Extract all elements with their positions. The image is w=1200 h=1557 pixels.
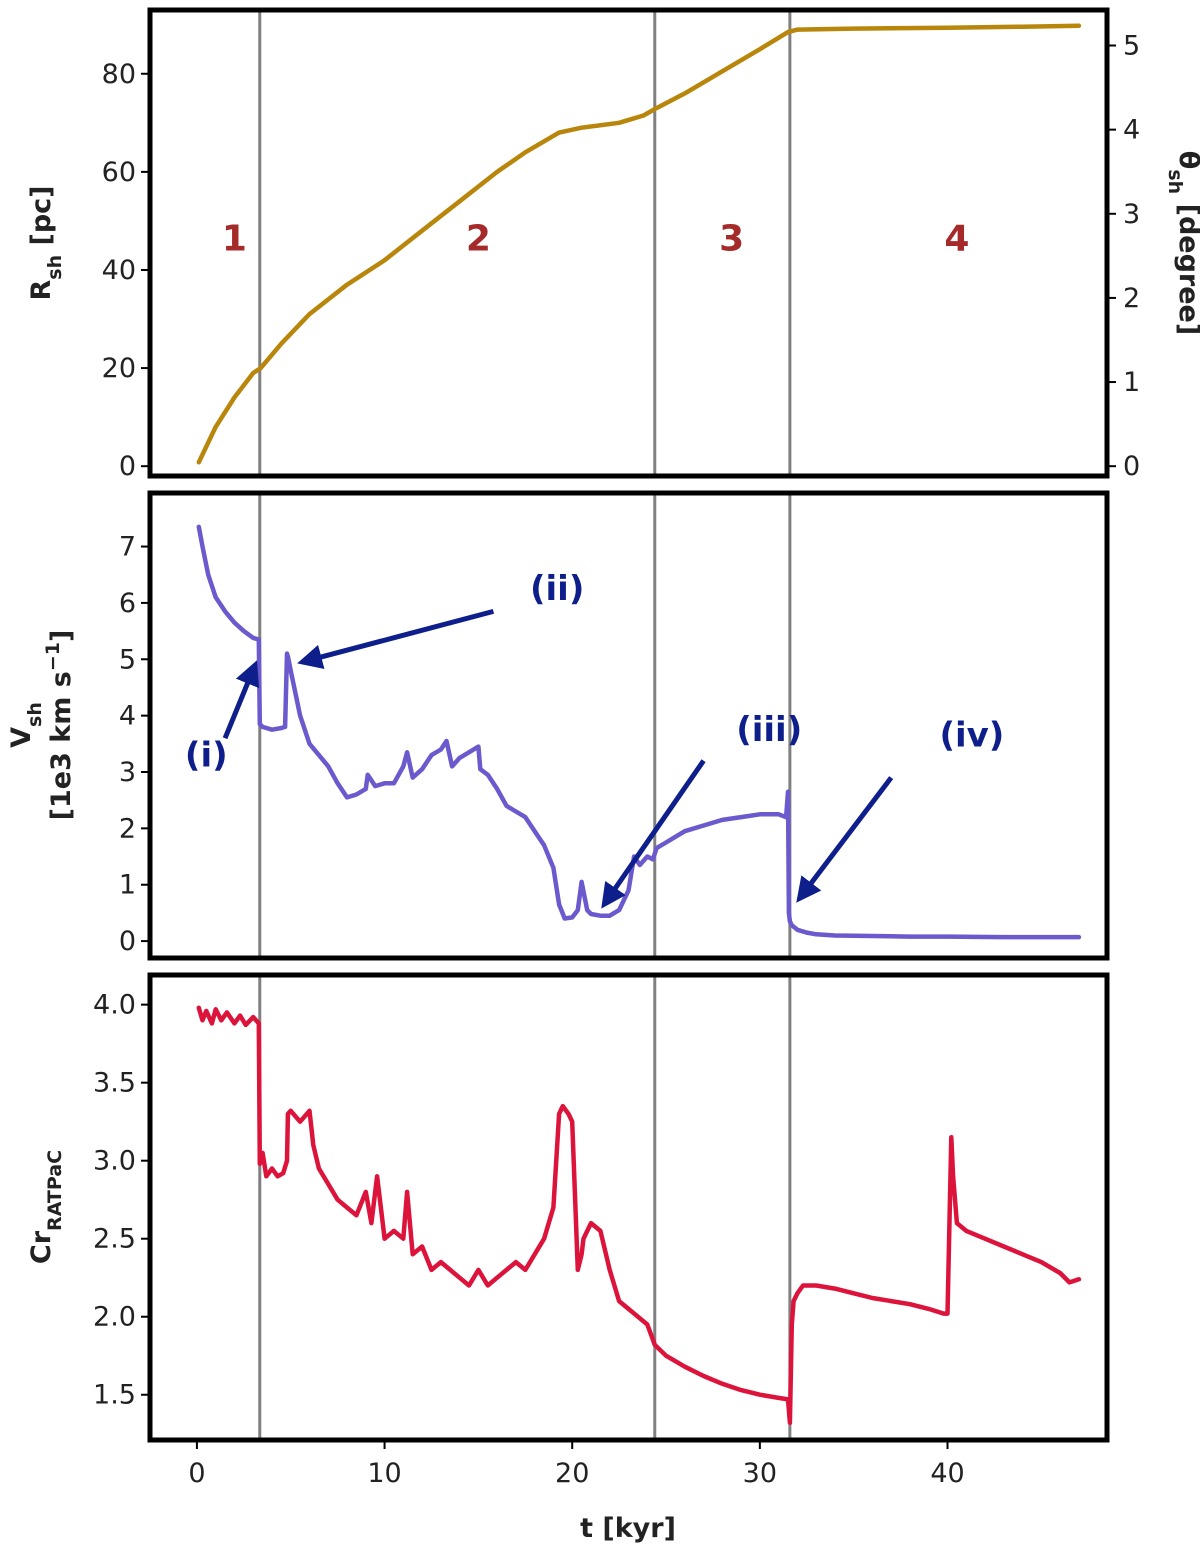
y2-tick-label: 0 bbox=[1123, 451, 1140, 482]
middle-ylabel-line2: [1e3 km s−1] bbox=[42, 630, 77, 821]
y-tick-label: 20 bbox=[102, 353, 136, 384]
middle-ylabel-line1: Vsh bbox=[6, 702, 46, 748]
y-tick-label: 3.5 bbox=[93, 1068, 136, 1099]
panel-middle: (i) (ii) (iii) (iv) 0 1 2 3 4 5 6 7 Vsh [1e3 km s−… bbox=[6, 490, 1110, 961]
top-ticks: 0 20 40 60 80 0 1 2 3 4 5 bbox=[102, 31, 1141, 483]
y-tick-label: 0 bbox=[119, 451, 136, 482]
y-tick-label: 3 bbox=[119, 757, 136, 788]
top-content: 1 2 3 4 bbox=[196, 10, 1082, 476]
top-y2label: θsh [degree] bbox=[1164, 151, 1200, 335]
y-tick-label: 2 bbox=[119, 813, 136, 844]
annotation-label: (ii) bbox=[530, 569, 584, 609]
series-line bbox=[196, 524, 1082, 940]
annotation-label: (iii) bbox=[736, 710, 802, 750]
y-tick-label: 7 bbox=[119, 532, 136, 563]
annotation-arrow bbox=[297, 608, 495, 670]
y-tick-label: 4 bbox=[119, 701, 136, 732]
phase-label: 2 bbox=[466, 218, 491, 259]
y2-tick-label: 2 bbox=[1123, 283, 1140, 314]
bottom-frame bbox=[147, 972, 1110, 1443]
y-tick-label: 80 bbox=[102, 59, 136, 90]
top-frame bbox=[147, 7, 1110, 479]
series-line bbox=[196, 23, 1082, 465]
middle-frame bbox=[147, 490, 1110, 961]
y-tick-label: 2.0 bbox=[93, 1302, 136, 1333]
phase-label: 1 bbox=[222, 218, 247, 259]
y-tick-label: 3.0 bbox=[93, 1146, 136, 1177]
bottom-ticks: 1.5 2.0 2.5 3.0 3.5 4.0 0 10 20 30 40 bbox=[93, 990, 965, 1489]
bottom-xlabel: t [kyr] bbox=[580, 1513, 676, 1544]
y-tick-label: 0 bbox=[119, 926, 136, 957]
annotation-arrow bbox=[796, 776, 894, 903]
bottom-content bbox=[196, 975, 1082, 1440]
y2-tick-label: 1 bbox=[1123, 367, 1140, 398]
phase-label: 3 bbox=[719, 218, 744, 259]
annotation-arrow bbox=[601, 759, 706, 909]
phase-label: 4 bbox=[944, 218, 969, 259]
y2-tick-label: 3 bbox=[1123, 199, 1140, 230]
y-tick-label: 2.5 bbox=[93, 1224, 136, 1255]
x-tick-label: 0 bbox=[188, 1458, 205, 1489]
y2-tick-label: 5 bbox=[1123, 31, 1140, 62]
x-tick-label: 40 bbox=[930, 1458, 964, 1489]
middle-content: (i) (ii) (iii) (iv) bbox=[185, 493, 1082, 958]
x-tick-label: 10 bbox=[367, 1458, 401, 1489]
y-tick-label: 6 bbox=[119, 588, 136, 619]
x-tick-label: 20 bbox=[555, 1458, 589, 1489]
top-ylabel: Rsh [pc] bbox=[26, 185, 66, 300]
bottom-ylabel: CrRATPaC bbox=[26, 1150, 66, 1264]
y2-tick-label: 4 bbox=[1123, 115, 1140, 146]
y-tick-label: 4.0 bbox=[93, 990, 136, 1021]
series-line bbox=[196, 1005, 1082, 1426]
panel-bottom: 1.5 2.0 2.5 3.0 3.5 4.0 0 10 20 30 40 CrRATPaC t [… bbox=[26, 972, 1110, 1544]
annotation-arrow bbox=[222, 660, 260, 740]
annotation-label: (iv) bbox=[939, 716, 1004, 756]
y-tick-label: 1 bbox=[119, 870, 136, 901]
annotation-label: (i) bbox=[185, 735, 228, 775]
x-tick-label: 30 bbox=[743, 1458, 777, 1489]
y-tick-label: 1.5 bbox=[93, 1380, 136, 1411]
y-tick-label: 5 bbox=[119, 644, 136, 675]
y-tick-label: 40 bbox=[102, 255, 136, 286]
panel-top: 1 2 3 4 0 20 40 60 80 0 1 2 3 4 5 Rsh [pc] θsh [degre… bbox=[26, 7, 1200, 483]
y-tick-label: 60 bbox=[102, 157, 136, 188]
middle-ticks: 0 1 2 3 4 5 6 7 bbox=[119, 532, 150, 957]
